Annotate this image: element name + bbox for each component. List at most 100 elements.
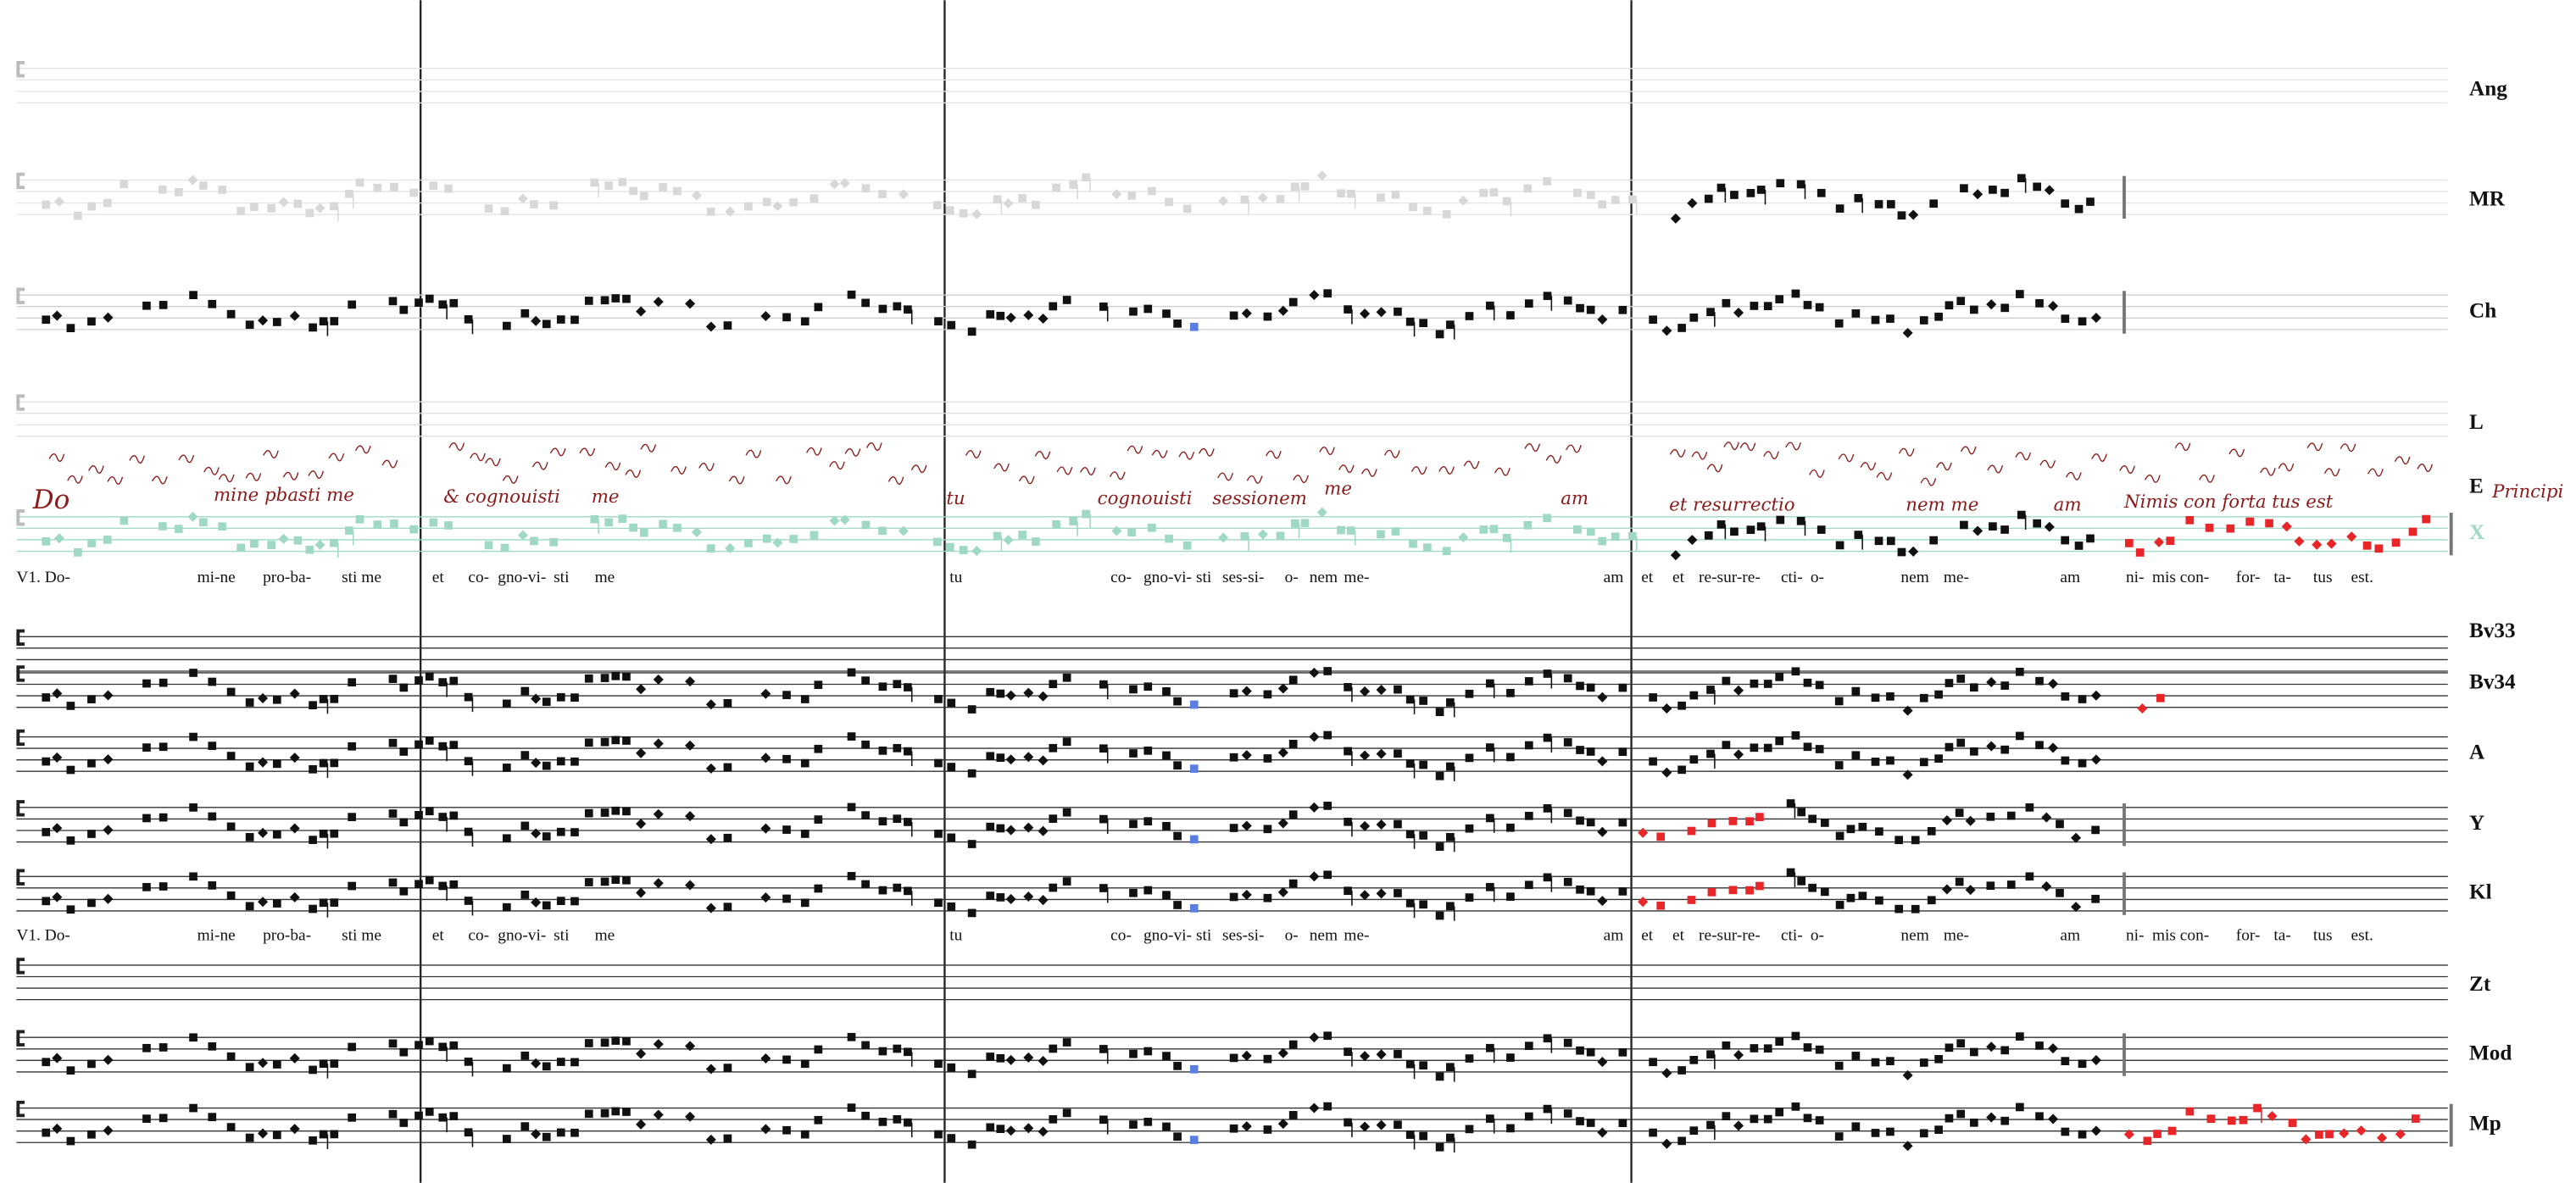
neume [2267, 1110, 2278, 1122]
neume [348, 1113, 356, 1122]
neume [2156, 693, 2165, 703]
lyric: co- [1110, 926, 1132, 944]
neume [861, 184, 871, 192]
neume [159, 742, 168, 752]
neume [1506, 688, 1515, 697]
neume [1750, 743, 1759, 753]
neume [87, 317, 96, 326]
neume [1871, 315, 1880, 325]
neume [1165, 197, 1173, 207]
neume [1722, 1041, 1731, 1050]
neume [1377, 193, 1385, 202]
neume [622, 294, 631, 303]
neume [1934, 690, 1943, 699]
neume [1929, 199, 1939, 208]
neume [1111, 189, 1122, 200]
lyric: o- [1285, 569, 1299, 586]
neume [1023, 752, 1034, 763]
neume [1945, 742, 1954, 752]
neume [399, 683, 409, 692]
neume [1524, 880, 1533, 890]
neume [2061, 756, 2070, 765]
lyric: o- [1811, 926, 1824, 944]
neume [847, 668, 856, 677]
neume [414, 880, 423, 889]
manuscript-neume [844, 447, 861, 457]
neume [1969, 683, 1978, 692]
neume [1618, 818, 1627, 827]
neume [1111, 525, 1122, 536]
neume [1032, 200, 1040, 209]
neume [1323, 667, 1333, 675]
neume [1618, 1119, 1627, 1128]
neume [1524, 677, 1533, 686]
manuscript-neume [2394, 456, 2411, 465]
neume [1005, 312, 1016, 323]
neume [1934, 754, 1943, 763]
neume [1656, 901, 1666, 910]
manuscript-neume [308, 470, 325, 480]
neume [810, 194, 819, 203]
manuscript-text: Principi [2491, 481, 2563, 503]
neume [330, 1130, 339, 1139]
neume [1722, 741, 1731, 749]
neume [66, 905, 75, 914]
neume [2074, 204, 2084, 214]
neume [1479, 188, 1488, 197]
neume [388, 297, 398, 306]
neume [425, 1108, 434, 1116]
neume [611, 736, 620, 745]
neume [399, 1047, 409, 1057]
neume [226, 822, 236, 831]
neume [600, 1108, 609, 1118]
neume [142, 301, 151, 310]
neume [584, 1039, 593, 1047]
lyric: tus [2313, 926, 2333, 944]
neume [611, 294, 620, 303]
neume [503, 1064, 511, 1073]
neume [1323, 802, 1333, 810]
neume [878, 886, 887, 895]
neume [2035, 1112, 2044, 1121]
neume [390, 182, 398, 192]
staff [16, 60, 2448, 104]
neume [1005, 893, 1016, 904]
neume [1129, 307, 1138, 316]
neume [189, 732, 198, 741]
neume [1955, 808, 1964, 817]
neume [1956, 297, 1966, 305]
neume [584, 738, 593, 747]
lyric: sti [1196, 926, 1212, 944]
neume [1263, 690, 1272, 699]
neume [1597, 1057, 1608, 1068]
neume [1941, 884, 1952, 895]
manuscript-neume [1266, 450, 1282, 459]
neume [399, 886, 409, 896]
neume [226, 752, 236, 760]
neume [814, 303, 823, 312]
neume [1586, 1119, 1595, 1127]
manuscript-text: et resurrectio [1669, 495, 1794, 516]
neume [782, 1055, 791, 1064]
neume [1563, 1038, 1572, 1047]
neume [2091, 894, 2100, 903]
neume [1687, 826, 1696, 836]
neume [549, 537, 558, 547]
neume [959, 208, 968, 218]
neume [986, 1123, 995, 1132]
manuscript-neume [107, 476, 124, 485]
manuscript-neume [263, 449, 279, 458]
neume [1808, 883, 1817, 892]
neume [1628, 531, 1637, 541]
neume [893, 1115, 902, 1124]
neume [414, 298, 423, 307]
neume [1706, 686, 1715, 694]
neume [629, 523, 637, 532]
neume [904, 1118, 912, 1127]
neume [159, 813, 168, 822]
neume [1394, 685, 1402, 694]
neume [1618, 305, 1627, 314]
neume [1911, 904, 1920, 914]
neume [1618, 887, 1627, 896]
neume [2326, 538, 2337, 549]
